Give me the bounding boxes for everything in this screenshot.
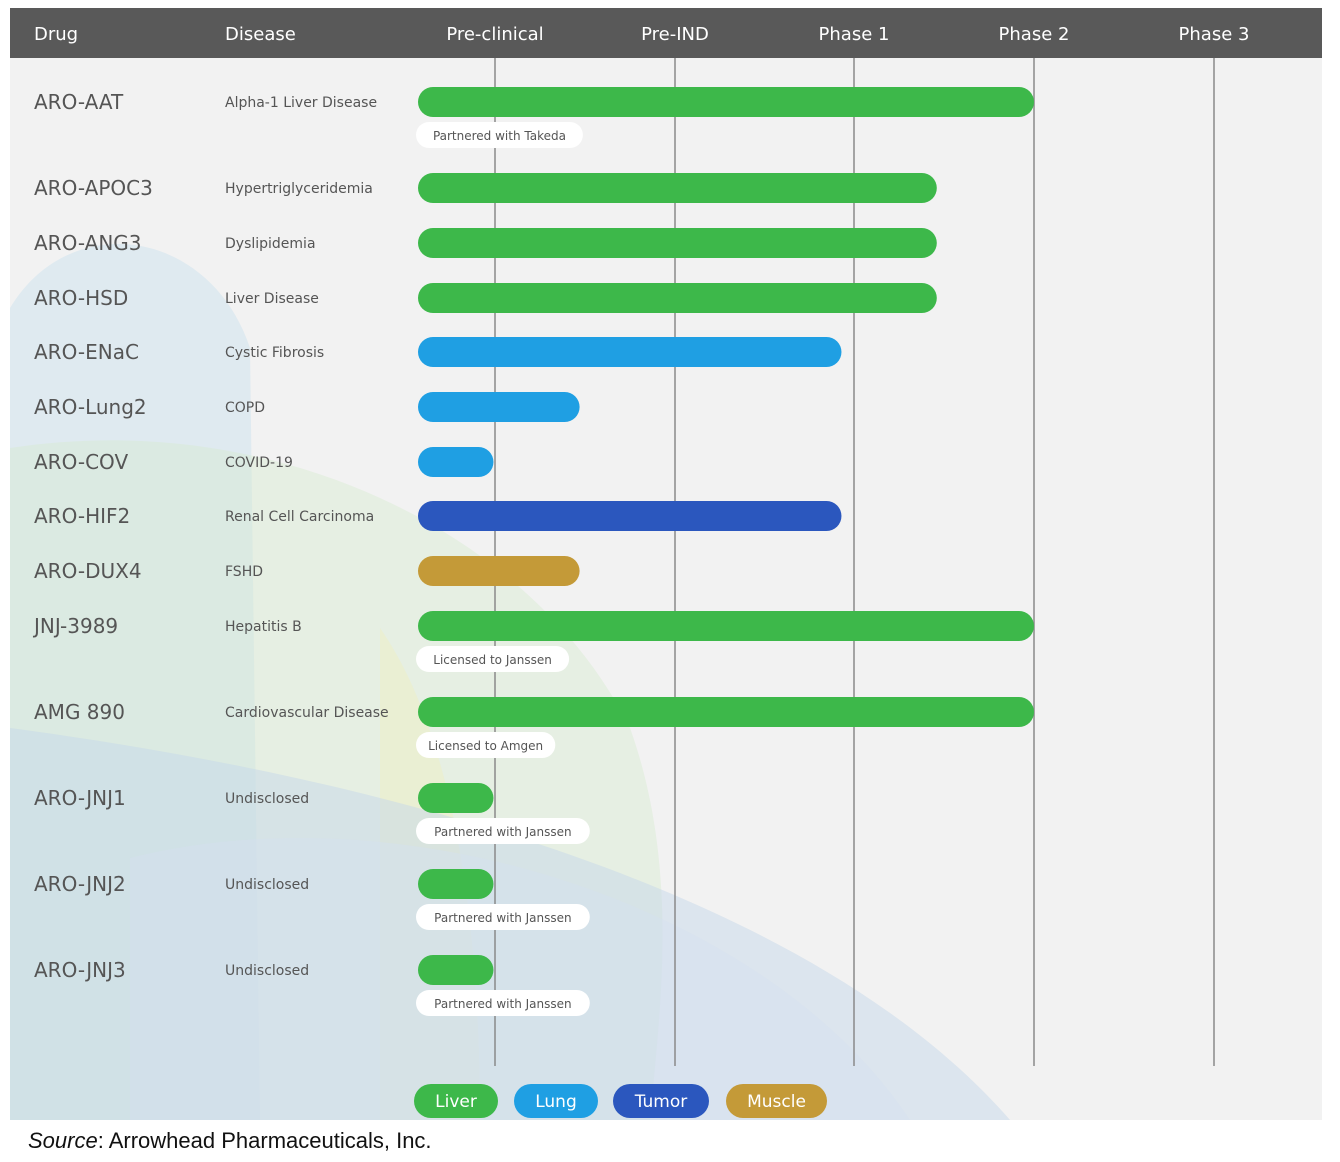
legend-liver-label: Liver <box>435 1092 477 1112</box>
partner-note-text: Partnered with Takeda <box>433 129 566 143</box>
pipeline-bar <box>418 447 494 477</box>
pipeline-bar <box>418 501 842 531</box>
disease-label: COPD <box>225 400 265 416</box>
pipeline-bar <box>418 611 1034 641</box>
disease-label: Renal Cell Carcinoma <box>225 509 374 525</box>
disease-label: Undisclosed <box>225 791 309 807</box>
phase-header-phase-2: Phase 2 <box>999 24 1070 45</box>
source-caption: Source: Arrowhead Pharmaceuticals, Inc. <box>28 1128 432 1154</box>
phase-header-phase-1: Phase 1 <box>819 24 890 45</box>
partner-note-pill <box>416 646 570 672</box>
disease-label: Undisclosed <box>225 877 309 893</box>
legend-tumor-pill <box>613 1084 709 1118</box>
legend-tumor-label: Tumor <box>634 1092 688 1112</box>
legend-muscle-label: Muscle <box>747 1092 806 1112</box>
phase-header-pre-clinical: Pre-clinical <box>446 24 543 45</box>
partner-note-text: Partnered with Janssen <box>434 997 571 1011</box>
pipeline-chart-panel: Drug Disease Pre-clinical Pre-IND Phase 1 Pha… <box>10 8 1322 1120</box>
pipeline-bar <box>418 869 494 899</box>
partner-note-pill <box>416 818 590 844</box>
source-text: : Arrowhead Pharmaceuticals, Inc. <box>97 1128 432 1153</box>
pipeline-bar <box>418 283 937 313</box>
disease-label: Hypertriglyceridemia <box>225 181 373 197</box>
partner-note-pill <box>416 122 583 148</box>
pipeline-bar <box>418 783 494 813</box>
partner-note-pill <box>416 904 590 930</box>
legend-lung-pill <box>514 1084 598 1118</box>
disease-label: FSHD <box>225 564 263 580</box>
drug-label: ARO-JNJ3 <box>34 958 126 982</box>
partner-note-text: Licensed to Amgen <box>428 739 543 753</box>
drug-label: ARO-HSD <box>34 286 128 310</box>
partner-note-text: Licensed to Janssen <box>433 653 552 667</box>
drug-label: ARO-Lung2 <box>34 395 147 419</box>
pipeline-chart: Drug Disease Pre-clinical Pre-IND Phase 1 Pha… <box>10 8 1322 1118</box>
drug-label: ARO-JNJ1 <box>34 786 126 810</box>
decorative-background <box>10 244 1010 1120</box>
pipeline-bar <box>418 228 937 258</box>
partner-note-pill <box>416 732 556 758</box>
pipeline-bar <box>418 173 937 203</box>
disease-label: Undisclosed <box>225 963 309 979</box>
column-header-drug: Drug <box>34 24 78 45</box>
pipeline-bar <box>418 392 580 422</box>
legend-liver-pill <box>414 1084 498 1118</box>
disease-label: Dyslipidemia <box>225 236 316 252</box>
drug-label: ARO-ANG3 <box>34 231 142 255</box>
drug-label: ARO-JNJ2 <box>34 872 126 896</box>
drug-label: ARO-COV <box>34 450 128 474</box>
drug-label: JNJ-3989 <box>32 614 118 638</box>
drug-label: AMG 890 <box>34 700 125 724</box>
phase-header-pre-ind: Pre-IND <box>641 24 709 45</box>
pipeline-bar <box>418 337 842 367</box>
partner-note-text: Partnered with Janssen <box>434 825 571 839</box>
partner-note-text: Partnered with Janssen <box>434 911 571 925</box>
disease-label: COVID-19 <box>225 455 293 471</box>
source-label: Source <box>28 1128 98 1153</box>
disease-label: Cardiovascular Disease <box>225 705 389 721</box>
drug-label: ARO-ENaC <box>34 340 139 364</box>
pipeline-bar <box>418 697 1034 727</box>
header-bar <box>10 8 1322 58</box>
disease-label: Cystic Fibrosis <box>225 345 324 361</box>
drug-label: ARO-AAT <box>34 90 124 114</box>
drug-label: ARO-DUX4 <box>34 559 142 583</box>
disease-label: Liver Disease <box>225 291 319 307</box>
drug-label: ARO-APOC3 <box>34 176 153 200</box>
column-header-disease: Disease <box>225 24 296 45</box>
pipeline-bar <box>418 556 580 586</box>
partner-note-pill <box>416 990 590 1016</box>
legend-lung-label: Lung <box>535 1092 577 1112</box>
legend-muscle-pill <box>726 1084 827 1118</box>
phase-header-phase-3: Phase 3 <box>1179 24 1250 45</box>
drug-label: ARO-HIF2 <box>34 504 130 528</box>
disease-label: Hepatitis B <box>225 619 302 635</box>
disease-label: Alpha-1 Liver Disease <box>225 95 377 111</box>
pipeline-bar <box>418 87 1034 117</box>
pipeline-bar <box>418 955 494 985</box>
